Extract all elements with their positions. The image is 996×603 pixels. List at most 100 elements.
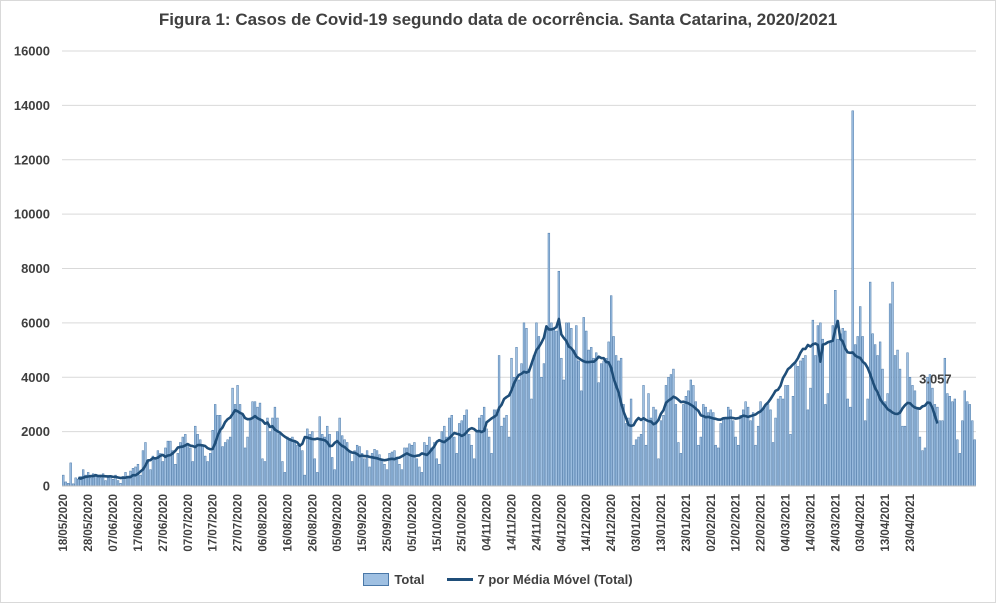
- bar-total: [206, 461, 209, 487]
- bar-total: [443, 425, 446, 487]
- bar-total: [308, 434, 311, 487]
- bar-total: [789, 434, 792, 487]
- bar-total: [124, 472, 127, 487]
- bar-total: [301, 450, 304, 487]
- bar-total: [610, 295, 613, 487]
- bar-total: [612, 336, 615, 487]
- bar-total: [692, 385, 695, 487]
- x-tick-label: 17/06/2020: [133, 494, 145, 552]
- bar-total: [946, 393, 949, 487]
- bar-total: [438, 464, 441, 487]
- bar-total: [470, 444, 473, 487]
- bar-total: [859, 306, 862, 487]
- legend-swatch-bar: [363, 573, 390, 586]
- bar-total: [395, 458, 399, 487]
- bar-total: [171, 450, 174, 487]
- bar-total: [223, 442, 227, 487]
- bar-total: [368, 466, 371, 487]
- bar-total: [756, 425, 760, 487]
- bar-total: [321, 434, 324, 487]
- bar-total: [458, 423, 461, 487]
- bar-total: [328, 434, 331, 487]
- bar-total: [697, 444, 700, 487]
- x-tick-label: 14/12/2020: [581, 494, 593, 552]
- bar-total: [871, 333, 874, 487]
- bar-total: [799, 360, 802, 487]
- bar-total: [266, 417, 269, 487]
- bar-total: [64, 481, 67, 487]
- bar-total: [545, 328, 548, 487]
- bar-total: [597, 382, 600, 487]
- bar-total: [647, 393, 650, 487]
- bar-total: [694, 401, 697, 487]
- bar-total: [490, 453, 493, 487]
- bar-total: [732, 420, 735, 487]
- x-tick-label: 04/11/2020: [482, 494, 494, 551]
- bar-total: [896, 349, 899, 487]
- bar-total: [221, 446, 224, 487]
- bar-total: [522, 322, 526, 487]
- bar-total: [380, 458, 384, 487]
- bar-total: [966, 401, 969, 487]
- bar-total: [759, 401, 762, 487]
- bar-total: [956, 439, 959, 487]
- bar-total: [911, 385, 914, 487]
- bar-total: [869, 281, 872, 487]
- bar-total: [542, 363, 546, 487]
- bar-total: [565, 322, 568, 487]
- bar-total: [839, 333, 842, 487]
- bar-total: [241, 415, 244, 487]
- bar-total: [149, 469, 152, 487]
- bar-total: [614, 355, 618, 487]
- bar-total: [826, 393, 829, 487]
- y-tick-label: 4000: [21, 370, 50, 385]
- bar-total: [836, 338, 839, 487]
- bar-total: [500, 425, 503, 487]
- bar-total: [331, 457, 334, 487]
- x-tick-label: 06/08/2020: [257, 494, 269, 552]
- bar-total: [487, 436, 491, 487]
- bar-total: [281, 461, 284, 487]
- bar-total: [420, 472, 424, 487]
- x-tick-label: 02/02/2021: [706, 493, 718, 551]
- bar-total: [373, 449, 376, 487]
- bar-total: [806, 409, 810, 487]
- bar-total: [525, 328, 528, 487]
- bar-total: [363, 458, 366, 487]
- bar-total: [893, 355, 897, 487]
- bar-total: [851, 110, 854, 487]
- bar-total: [385, 469, 389, 487]
- bar-total: [577, 360, 580, 487]
- x-tick-label: 07/07/2020: [183, 494, 195, 552]
- bar-total: [116, 480, 120, 487]
- bar-total: [948, 396, 951, 487]
- bar-total: [704, 406, 707, 487]
- bar-total: [283, 472, 287, 487]
- bar-total: [109, 476, 112, 487]
- bar-total: [445, 436, 448, 487]
- bar-total: [520, 363, 523, 487]
- bar-total: [326, 425, 329, 487]
- bar-total: [201, 444, 204, 487]
- bar-total: [318, 416, 321, 487]
- bar-total: [707, 412, 710, 487]
- y-tick-label: 6000: [21, 315, 50, 330]
- bar-total: [350, 461, 354, 487]
- x-tick-label: 13/04/2021: [880, 493, 892, 551]
- x-tick-label: 24/11/2020: [531, 494, 543, 551]
- bar-total: [903, 425, 907, 487]
- bar-total: [338, 417, 341, 487]
- bar-total: [69, 462, 72, 487]
- legend: Total 7 por Média Móvel (Total): [0, 572, 996, 587]
- bar-total: [878, 341, 882, 487]
- bar-total: [126, 477, 130, 487]
- bar-total: [179, 442, 182, 487]
- x-tick-label: 28/05/2020: [83, 494, 95, 552]
- bar-total: [908, 377, 912, 487]
- bar-total: [303, 474, 306, 487]
- bar-total: [512, 377, 516, 487]
- bar-total: [602, 360, 605, 487]
- bar-total: [507, 436, 511, 487]
- bar-total: [480, 415, 483, 487]
